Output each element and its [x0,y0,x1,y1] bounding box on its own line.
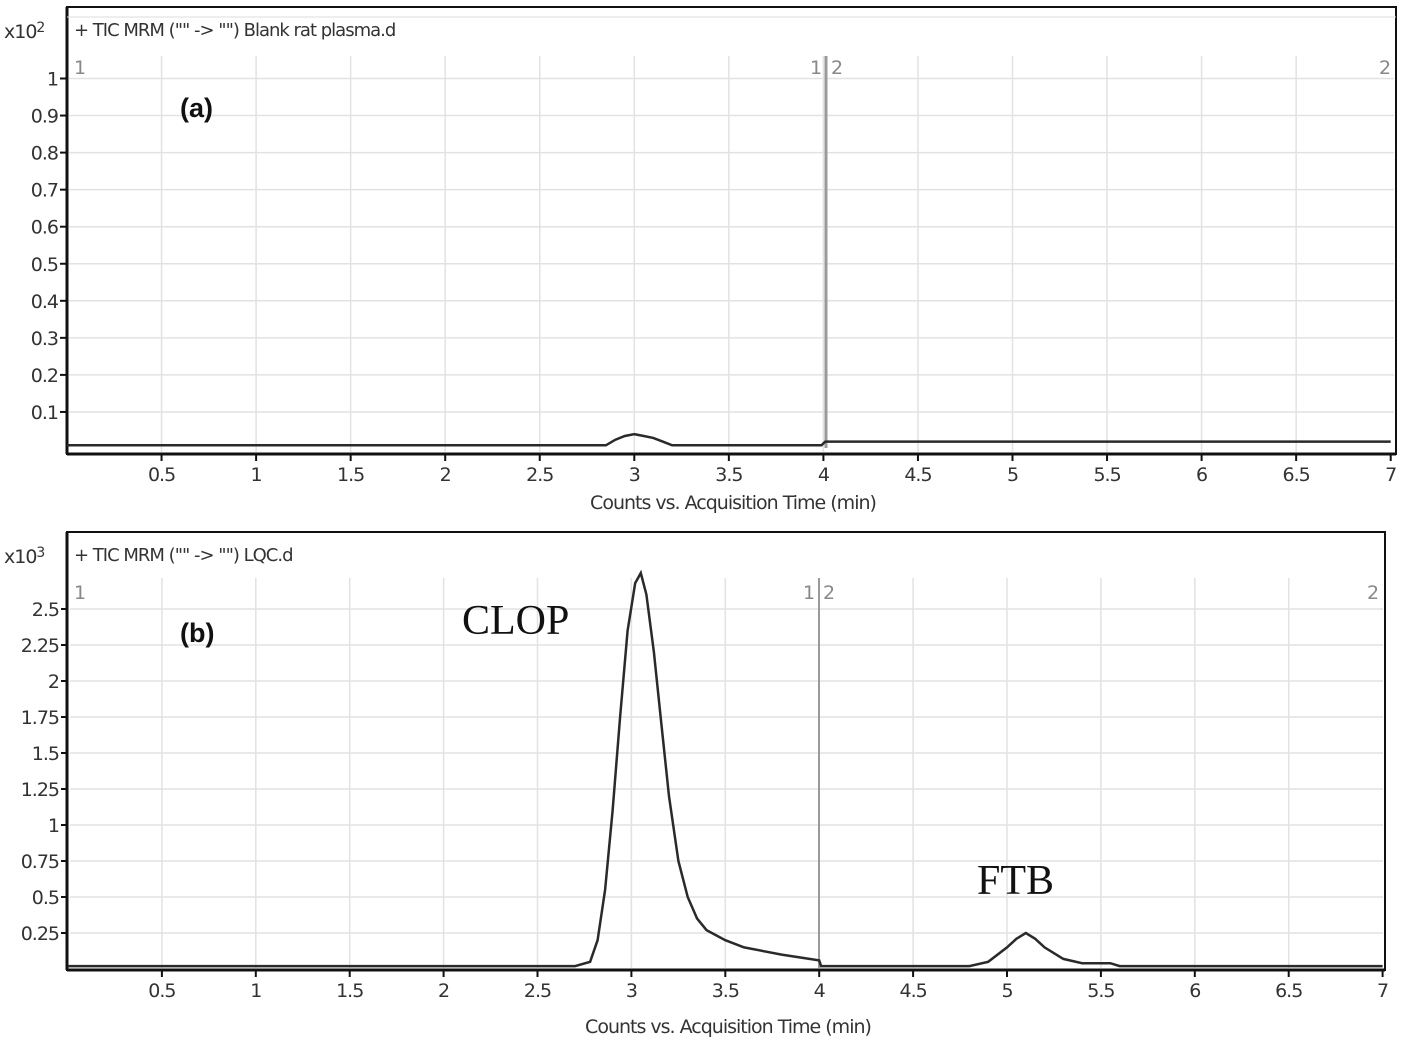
y-tick-label: 0.5 [32,887,59,909]
x-tick-label: 2.5 [526,464,553,486]
x-tick-label: 5 [1001,980,1012,1002]
x-tick-label: 1.5 [336,980,363,1002]
segment-1-end-a: 1 [810,57,822,79]
x-tick-label: 7 [1377,980,1388,1002]
y-tick-label: 0.8 [31,143,58,165]
x-tick-label: 5.5 [1087,980,1114,1002]
x-tick-label: 6 [1196,464,1207,486]
x-tick-label: 4.5 [899,980,926,1002]
segment-1-start-b: 1 [74,582,86,604]
y-tick-label: 2 [48,671,59,693]
y-tick-label: 0.3 [31,328,58,350]
y-tick-label: 0.1 [31,402,58,424]
x-tick-label: 6 [1189,980,1200,1002]
chart-panel-b: x103 + TIC MRM ("" -> "") LQC.d 1 1 2 2 … [0,520,1402,1043]
y-tick-label: 0.25 [21,923,59,945]
x-tick-label: 2.5 [524,980,551,1002]
chromatogram-a: x102 + TIC MRM ("" -> "") Blank rat plas… [4,6,1397,514]
x-tick-label: 0.5 [148,980,175,1002]
x-ticks-a: 0.5 1 1.5 2 2.5 3 3.5 4 4.5 5 5.5 6 6.5 7 [148,454,1397,486]
grid-b [70,578,1383,968]
y-tick-label: 2.5 [32,599,59,621]
peak-label-clop: CLOP [462,598,569,644]
chart-panel-a: x102 + TIC MRM ("" -> "") Blank rat plas… [0,0,1402,520]
x-tick-label: 6.5 [1275,980,1302,1002]
x-tick-label: 3 [629,464,640,486]
legend-a: + TIC MRM ("" -> "") Blank rat plasma.d [74,20,395,41]
chromatogram-b: x103 + TIC MRM ("" -> "") LQC.d 1 1 2 2 … [4,531,1389,1038]
x-tick-label: 3 [626,980,637,1002]
x-tick-label: 5.5 [1093,464,1120,486]
segment-1-end-b: 1 [803,582,815,604]
y-tick-label: 0.75 [21,851,59,873]
tic-trace-b [68,569,1383,968]
y-ticks-b: 0.25 0.5 0.75 1 1.25 1.5 1.75 2 2.25 2.5 [21,599,68,945]
tic-trace-a [67,432,1391,447]
y-ticks-a: 0.1 0.2 0.3 0.4 0.5 0.6 0.7 0.8 0.9 1 [31,69,67,424]
grid-a [69,56,1394,452]
x-tick-label: 1 [250,980,261,1002]
x-tick-label: 7 [1385,464,1396,486]
y-tick-label: 1.75 [21,707,59,729]
legend-b: + TIC MRM ("" -> "") LQC.d [74,545,293,566]
x-tick-label: 4 [818,464,830,486]
y-multiplier-a: x102 [4,20,44,43]
y-multiplier-b: x103 [4,545,44,568]
y-tick-label: 0.5 [31,254,58,276]
y-tick-label: 0.2 [31,365,58,387]
segment-2-start-a: 2 [831,57,843,79]
y-tick-label: 0.7 [31,180,58,202]
segment-2-end-b: 2 [1367,582,1379,604]
plot-frame-a [66,6,1397,455]
x-tick-label: 3.5 [712,980,739,1002]
y-tick-label: 1 [47,69,58,91]
y-tick-label: 1.25 [21,779,59,801]
x-ticks-b: 0.5 1 1.5 2 2.5 3 3.5 4 4.5 5 5.5 6 6.5 7 [148,970,1389,1002]
x-tick-label: 0.5 [148,464,175,486]
x-tick-label: 4 [814,980,826,1002]
x-tick-label: 2 [438,980,449,1002]
panel-tag-a: (a) [180,93,213,123]
x-tick-label: 1.5 [337,464,364,486]
y-tick-label: 1.5 [32,743,59,765]
segment-2-start-b: 2 [823,582,835,604]
y-tick-label: 0.9 [31,106,58,128]
x-tick-label: 1 [251,464,262,486]
peak-label-ftb: FTB [977,858,1054,904]
y-tick-label: 0.4 [31,291,59,313]
y-tick-label: 2.25 [21,635,59,657]
y-tick-label: 1 [48,815,59,837]
x-axis-title-b: Counts vs. Acquisition Time (min) [585,1016,871,1038]
y-tick-label: 0.6 [31,217,58,239]
x-tick-label: 6.5 [1283,464,1310,486]
x-tick-label: 2 [440,464,451,486]
x-tick-label: 5 [1007,464,1018,486]
x-tick-label: 4.5 [904,464,931,486]
segment-1-start-a: 1 [74,57,86,79]
x-tick-label: 3.5 [715,464,742,486]
segment-2-end-a: 2 [1379,57,1391,79]
x-axis-title-a: Counts vs. Acquisition Time (min) [590,492,876,514]
panel-tag-b: (b) [180,618,214,648]
